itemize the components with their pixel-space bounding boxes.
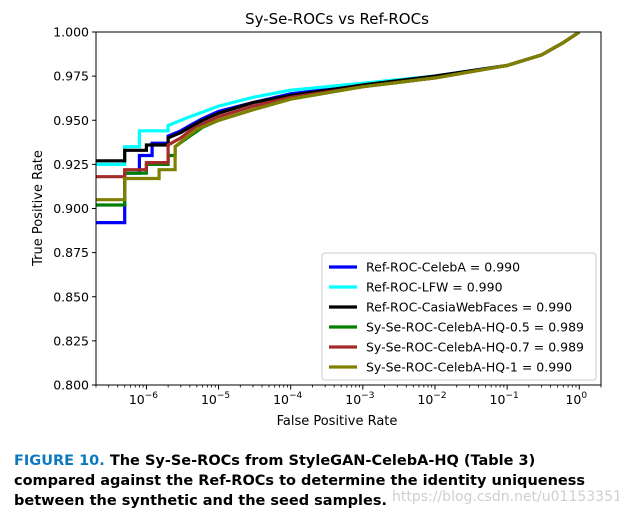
legend-box [321, 252, 597, 381]
x-tick-exponent: −4 [289, 391, 303, 401]
x-tick-exponent: −6 [145, 391, 159, 401]
figure-caption: FIGURE 10. The Sy-Se-ROCs from StyleGAN-… [14, 451, 614, 511]
chart-title: Sy-Se-ROCs vs Ref-ROCs [245, 10, 429, 28]
x-tick-mantissa: 10 [201, 392, 217, 407]
y-axis-label: True Positive Rate [31, 150, 46, 267]
x-tick-mantissa: 10 [273, 392, 289, 407]
legend-label-1: Ref-ROC-CelebA = 0.990 [366, 260, 520, 275]
watermark-text: https://blog.csdn.net/u011533512 [392, 489, 619, 505]
x-tick-label: 10−5 [201, 391, 230, 407]
figure-caption-text: The Sy-Se-ROCs from StyleGAN-CelebA-HQ (… [14, 453, 586, 509]
y-tick-label: 0.825 [53, 333, 89, 348]
x-tick-label: 10−6 [129, 391, 158, 407]
x-tick-mantissa: 10 [129, 392, 145, 407]
x-tick-label: 10−4 [273, 391, 302, 407]
x-tick-mantissa: 10 [417, 392, 433, 407]
x-tick-exponent: 0 [581, 391, 587, 401]
x-tick-label: 10−2 [417, 391, 446, 407]
x-tick-mantissa: 10 [490, 392, 506, 407]
plot-area [96, 32, 581, 225]
series-line-3 [96, 32, 581, 163]
legend-label-2: Ref-ROC-LFW = 0.990 [366, 280, 503, 295]
x-axis-label: False Positive Rate [277, 414, 398, 429]
series-line-6 [96, 32, 581, 202]
x-tick-exponent: −2 [433, 391, 446, 401]
y-tick-label: 0.800 [53, 378, 89, 393]
x-tick-mantissa: 10 [345, 392, 361, 407]
x-tick-label: 10−1 [490, 391, 519, 407]
y-tick-label: 0.975 [53, 69, 89, 84]
y-tick-label: 0.900 [53, 201, 89, 216]
series-line-5 [96, 32, 581, 179]
legend-label-6: Sy-Se-ROC-CelebA-HQ-1 = 0.990 [366, 360, 572, 375]
x-tick-exponent: −3 [361, 391, 374, 401]
legend-label-5: Sy-Se-ROC-CelebA-HQ-0.7 = 0.989 [366, 340, 584, 355]
legend-label-4: Sy-Se-ROC-CelebA-HQ-0.5 = 0.989 [366, 320, 584, 335]
x-tick-label: 10−3 [345, 391, 374, 407]
x-tick-exponent: −5 [217, 391, 230, 401]
legend-label-3: Ref-ROC-CasiaWebFaces = 0.990 [366, 300, 572, 315]
x-tick-exponent: −1 [505, 391, 518, 401]
y-tick-label: 0.850 [53, 289, 89, 304]
x-tick-mantissa: 10 [565, 392, 581, 407]
series-line-4 [96, 32, 581, 207]
x-tick-label: 100 [565, 391, 587, 407]
legend: Ref-ROC-CelebA = 0.990 Ref-ROC-LFW = 0.99… [321, 252, 597, 381]
y-tick-label: 0.950 [53, 113, 89, 128]
figure-caption-label: FIGURE 10. [14, 453, 105, 469]
y-tick-label: 1.000 [53, 25, 89, 40]
axes: 0.800 0.825 0.850 0.875 0.900 0.925 0.950 0.975… [53, 25, 602, 407]
y-tick-label: 0.925 [53, 157, 89, 172]
roc-chart: Sy-Se-ROCs vs Ref-ROCs 0.8000.8250.8500.… [31, 10, 602, 429]
y-tick-label: 0.875 [53, 245, 89, 260]
